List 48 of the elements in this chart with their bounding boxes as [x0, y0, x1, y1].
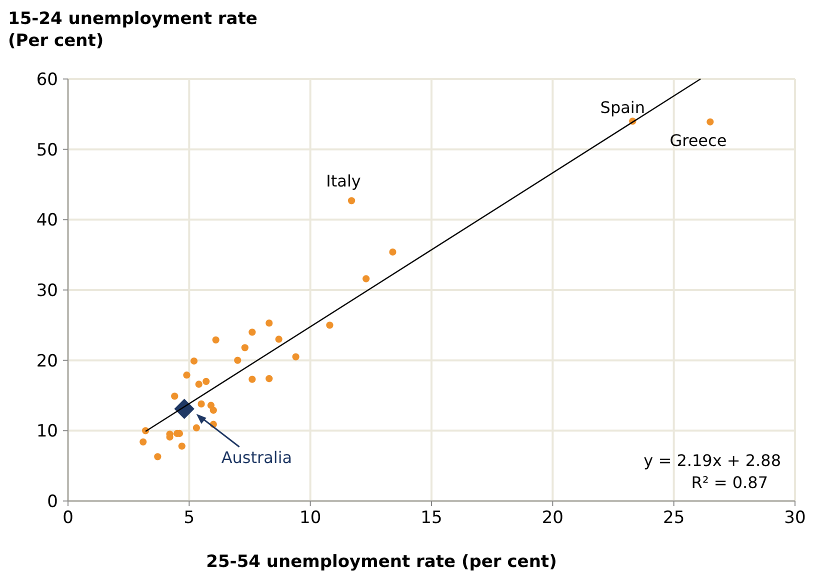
- y-tick-label: 20: [36, 351, 58, 372]
- point: [706, 118, 714, 126]
- y-tick-label: 50: [36, 140, 58, 160]
- point: [154, 453, 162, 460]
- x-axis-title: 25-54 unemployment rate (per cent): [206, 552, 557, 571]
- point: [266, 319, 273, 327]
- point: [190, 357, 198, 365]
- point: [198, 400, 205, 408]
- point: [326, 322, 334, 329]
- x-tick-label: 10: [300, 508, 322, 528]
- point: [171, 392, 178, 400]
- point: [174, 398, 194, 419]
- y-tick-label: 0: [47, 492, 58, 512]
- point: [266, 375, 273, 382]
- point: [210, 406, 217, 414]
- point: [362, 275, 370, 282]
- annotation: Greece: [670, 130, 727, 150]
- annotation: Spain: [600, 98, 645, 118]
- annotation: y = 2.19x + 2.88: [644, 451, 781, 470]
- y-tick-label: 60: [36, 70, 58, 90]
- x-tick-label: 0: [62, 508, 74, 528]
- point: [348, 197, 356, 204]
- y-tick-label: 40: [36, 210, 58, 231]
- y-tick-label: 10: [36, 422, 58, 442]
- point: [183, 372, 190, 379]
- annotation: R² = 0.87: [691, 473, 768, 492]
- point: [234, 356, 242, 364]
- point: [195, 380, 202, 388]
- point: [202, 378, 210, 385]
- y-tick-label: 30: [36, 281, 58, 301]
- point: [389, 248, 396, 256]
- x-tick-label: 30: [784, 508, 806, 528]
- point: [178, 442, 186, 450]
- point: [275, 336, 282, 343]
- point: [212, 336, 220, 344]
- point: [140, 438, 147, 446]
- legend-label: Australia: [221, 448, 292, 467]
- point: [248, 328, 256, 336]
- point: [292, 353, 300, 360]
- x-tick-label: 15: [420, 508, 442, 528]
- x-tick-label: 20: [542, 508, 564, 528]
- annotation: Italy: [326, 172, 361, 191]
- point: [241, 344, 248, 352]
- y-axis-title: 15-24 unemployment rate (Per cent): [8, 9, 258, 51]
- point: [192, 424, 200, 432]
- x-tick-label: 25: [663, 508, 685, 528]
- x-tick-label: 5: [184, 508, 195, 528]
- point: [248, 376, 256, 383]
